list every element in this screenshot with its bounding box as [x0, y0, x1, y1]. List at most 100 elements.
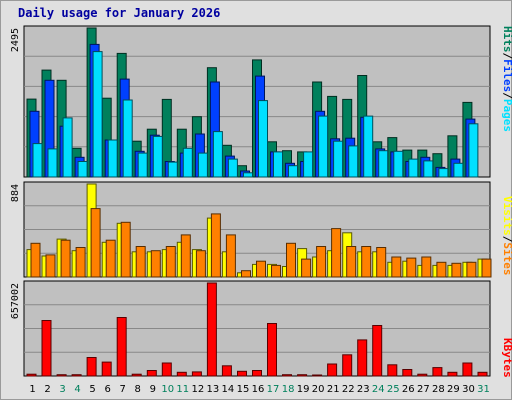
bar-pages-day-11 — [182, 147, 193, 178]
x-tick-label: 18 — [282, 384, 295, 395]
x-tick-label: 14 — [222, 384, 235, 395]
bar-sites-day-4 — [75, 247, 86, 278]
bar-sites-day-17 — [271, 264, 281, 278]
bar-kbytes-day-13 — [206, 282, 217, 377]
x-tick-label: 19 — [297, 384, 310, 395]
x-tick-label: 10 — [161, 384, 174, 395]
bar-kbytes-day-15 — [237, 370, 247, 377]
bar-kbytes-day-5 — [86, 357, 97, 377]
bar-kbytes-day-3 — [56, 374, 67, 377]
bar-pages-day-24 — [378, 150, 389, 178]
bar-kbytes-day-12 — [191, 371, 202, 377]
bar-sites-day-20 — [316, 246, 327, 278]
bar-kbytes-day-1 — [26, 373, 37, 377]
bar-sites-day-15 — [241, 270, 251, 278]
x-tick-label: 30 — [462, 384, 475, 395]
bar-sites-day-8 — [135, 246, 146, 278]
legend-item: Files — [501, 59, 512, 92]
x-tick-label: 20 — [312, 384, 325, 395]
bar-kbytes-day-8 — [131, 373, 142, 377]
bar-pages-day-15 — [243, 172, 253, 178]
bar-sites-day-11 — [180, 234, 191, 278]
bar-pages-day-26 — [408, 158, 419, 178]
bar-sites-day-19 — [301, 258, 312, 278]
bar-pages-day-12 — [197, 152, 208, 178]
bar-pages-day-2 — [47, 148, 58, 178]
x-tick-label: 22 — [342, 384, 355, 395]
ymax-label-kbytes: 657002 — [10, 283, 21, 319]
x-tick-label: 24 — [372, 384, 385, 395]
legend-item: Visits — [501, 196, 512, 236]
bar-kbytes-day-24 — [372, 325, 383, 377]
bar-pages-day-23 — [363, 115, 374, 178]
bar-sites-day-29 — [451, 262, 462, 278]
bar-pages-day-25 — [393, 150, 404, 178]
bar-kbytes-day-6 — [101, 361, 112, 377]
x-tick-label: 25 — [387, 384, 400, 395]
bar-sites-day-6 — [105, 239, 116, 278]
bar-kbytes-day-16 — [252, 370, 262, 377]
bar-pages-day-4 — [77, 161, 88, 178]
bar-kbytes-day-10 — [161, 362, 172, 377]
x-tick-label: 27 — [417, 384, 430, 395]
bar-sites-day-24 — [376, 247, 387, 278]
bar-kbytes-day-29 — [447, 371, 458, 377]
bar-pages-day-10 — [167, 161, 178, 178]
bar-pages-day-27 — [423, 160, 434, 178]
bar-sites-day-16 — [256, 260, 266, 278]
bar-kbytes-day-31 — [477, 371, 488, 377]
x-tick-label: 5 — [89, 384, 95, 395]
x-tick-label: 8 — [135, 384, 141, 395]
ymax-label-hits-files-pages: 2495 — [10, 28, 21, 52]
bar-pages-day-20 — [318, 115, 329, 178]
legend-item: / — [501, 53, 512, 60]
bar-kbytes-day-25 — [387, 364, 398, 377]
x-tick-label: 11 — [176, 384, 189, 395]
bar-pages-day-9 — [152, 135, 163, 178]
bar-pages-day-6 — [107, 139, 118, 178]
bar-kbytes-day-22 — [342, 354, 353, 377]
bar-kbytes-day-9 — [146, 370, 157, 377]
bar-kbytes-day-27 — [417, 373, 428, 377]
x-tick-label: 15 — [237, 384, 250, 395]
legend-bottom: KBytes — [501, 338, 512, 378]
bar-kbytes-day-20 — [312, 374, 323, 377]
bar-kbytes-day-21 — [327, 363, 338, 377]
x-tick-label: 29 — [447, 384, 460, 395]
bar-sites-day-28 — [436, 261, 447, 278]
x-tick-label: 9 — [150, 384, 156, 395]
bar-kbytes-day-23 — [357, 339, 368, 377]
bar-sites-day-5 — [90, 208, 101, 278]
bar-pages-day-8 — [137, 152, 148, 178]
bar-pages-day-16 — [258, 100, 268, 178]
bar-sites-day-23 — [361, 246, 372, 278]
bar-sites-day-3 — [60, 239, 71, 278]
bar-kbytes-day-19 — [297, 374, 308, 377]
legend-item: KBytes — [501, 338, 512, 378]
x-tick-label: 3 — [59, 384, 65, 395]
x-tick-label: 2 — [44, 384, 50, 395]
legend-item: Hits — [501, 26, 512, 53]
bar-kbytes-day-26 — [402, 369, 413, 377]
bar-kbytes-day-4 — [71, 374, 82, 377]
ymax-label-visits-sites: 884 — [10, 184, 21, 202]
bar-pages-day-5 — [92, 51, 103, 178]
bar-kbytes-day-30 — [462, 362, 473, 377]
bar-sites-day-21 — [331, 228, 342, 278]
legend-item: Sites — [501, 242, 512, 275]
bar-kbytes-day-14 — [221, 365, 232, 377]
bar-pages-day-7 — [122, 99, 133, 178]
x-tick-label: 31 — [477, 384, 490, 395]
bar-sites-day-26 — [406, 257, 417, 278]
bar-sites-day-12 — [195, 250, 206, 278]
bar-pages-day-13 — [212, 131, 223, 178]
legend-item: / — [501, 92, 512, 99]
x-tick-label: 21 — [327, 384, 340, 395]
bar-pages-day-29 — [453, 162, 464, 178]
bar-sites-day-10 — [165, 246, 176, 278]
bar-sites-day-18 — [286, 242, 296, 278]
bar-sites-day-25 — [391, 256, 402, 278]
bar-pages-day-21 — [333, 140, 344, 178]
bar-sites-day-27 — [421, 256, 432, 278]
x-tick-label: 12 — [192, 384, 205, 395]
